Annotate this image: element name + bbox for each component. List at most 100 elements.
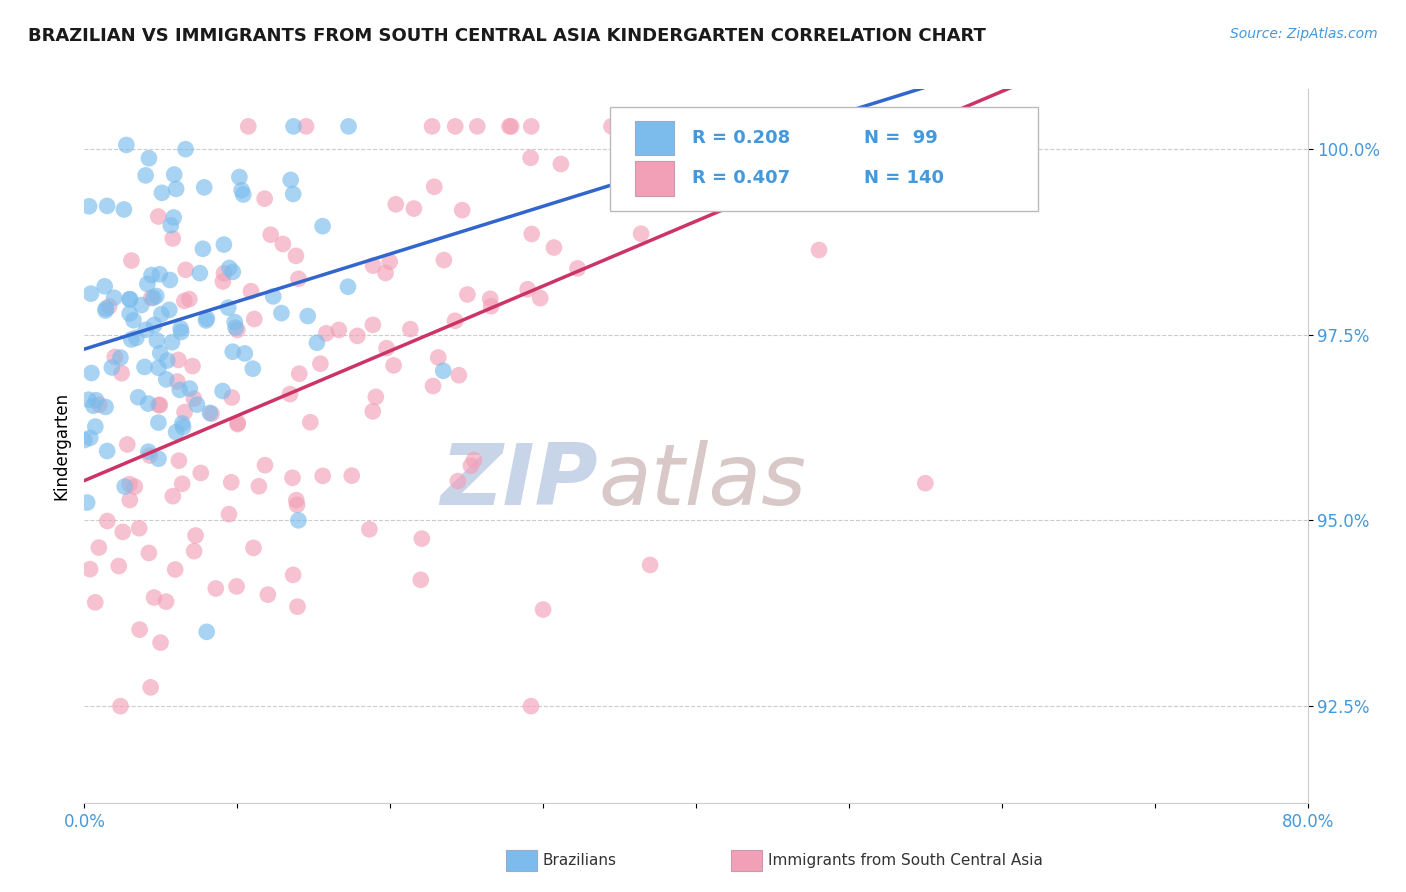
Point [529,291,551,305]
Point [181,359,204,373]
Text: N =  99: N = 99 [863,128,938,146]
Point [82,399,104,413]
Point [169,321,191,335]
Point [516,282,538,296]
Point [741,120,763,134]
Point [328,323,350,337]
Point [150,307,173,321]
Point [444,314,467,328]
Point [285,498,308,512]
Point [148,210,170,224]
Point [120,253,142,268]
Point [433,253,456,268]
Point [232,187,254,202]
Point [382,359,405,373]
Point [447,474,470,488]
Point [122,313,145,327]
Point [222,265,245,279]
Point [148,398,170,412]
Point [260,227,283,242]
Point [172,420,194,434]
Point [456,287,478,301]
Point [118,493,141,508]
Point [188,266,211,280]
Point [278,387,301,401]
FancyBboxPatch shape [636,161,673,195]
Point [166,375,188,389]
Point [148,360,170,375]
Point [312,468,335,483]
Point [162,489,184,503]
Point [141,291,163,305]
Point [914,476,936,491]
Point [287,272,309,286]
Point [96,514,118,528]
Point [225,579,247,593]
Point [94,301,117,316]
Point [141,268,163,282]
Point [359,522,381,536]
Point [217,301,239,315]
Point [184,528,207,542]
Point [420,120,443,134]
Point [136,396,159,410]
Point [427,351,450,365]
Point [238,120,260,134]
Point [84,595,107,609]
Point [155,594,177,608]
Point [163,211,186,225]
Point [165,182,187,196]
Point [281,186,304,201]
Point [155,372,177,386]
Point [311,219,333,234]
Point [340,468,363,483]
Point [165,562,187,576]
Point [531,602,554,616]
Point [242,361,264,376]
Point [402,202,425,216]
Point [375,341,398,355]
Point [135,169,157,183]
Point [159,219,181,233]
Point [172,417,194,431]
Point [873,120,896,134]
Point [138,449,160,463]
Point [361,404,384,418]
Point [107,559,129,574]
Point [295,120,318,134]
Point [520,120,543,134]
Point [463,453,485,467]
Point [174,142,197,156]
Point [110,699,132,714]
Text: Brazilians: Brazilians [543,854,617,868]
Point [465,120,488,134]
Point [567,261,589,276]
Point [143,318,166,332]
Point [519,151,541,165]
Point [173,405,195,419]
Point [145,289,167,303]
Point [211,384,233,398]
Point [297,309,319,323]
Point [138,546,160,560]
Text: R = 0.208: R = 0.208 [692,128,790,146]
Point [432,364,454,378]
Point [364,390,387,404]
Point [101,360,124,375]
Point [193,180,215,194]
Point [198,406,221,420]
Point [658,120,681,134]
Point [281,567,304,582]
Point [114,479,136,493]
Point [143,591,166,605]
Point [159,273,181,287]
Point [374,266,396,280]
Point [270,306,292,320]
Point [242,541,264,555]
Point [520,699,543,714]
Point [737,120,759,134]
Point [226,323,249,337]
Point [745,120,768,134]
Point [287,599,309,614]
Point [104,350,127,364]
